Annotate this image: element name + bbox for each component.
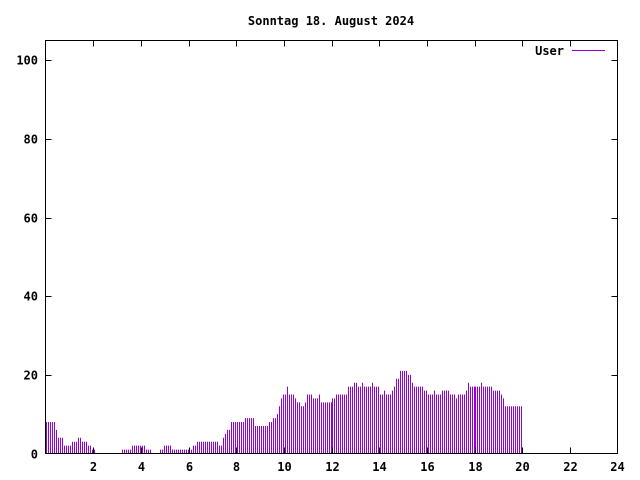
y-tick-label: 0: [31, 448, 38, 462]
x-tick-label: 8: [233, 460, 240, 474]
y-tick-label: 20: [24, 369, 38, 383]
chart-title: Sonntag 18. August 2024: [248, 14, 414, 28]
x-tick-label: 4: [138, 460, 145, 474]
bar-series: [46, 370, 522, 454]
legend: User: [535, 44, 605, 58]
x-tick-label: 2: [90, 460, 97, 474]
x-tick-label: 24: [610, 460, 624, 474]
x-tick-label: 10: [277, 460, 291, 474]
y-tick-label: 40: [24, 290, 38, 304]
x-tick-label: 14: [372, 460, 386, 474]
x-tick-label: 22: [563, 460, 577, 474]
x-axis: 2 4 6 8 10 12 14 16 18 20 22 24: [90, 40, 625, 474]
x-tick-label: 12: [325, 460, 339, 474]
y-axis: 0 20 40 60 80 100: [16, 54, 618, 462]
x-tick-label: 16: [420, 460, 434, 474]
y-tick-label: 100: [16, 54, 38, 68]
x-tick-label: 6: [186, 460, 193, 474]
x-tick-label: 20: [515, 460, 529, 474]
legend-label: User: [535, 44, 564, 58]
x-tick-label: 18: [468, 460, 482, 474]
y-tick-label: 60: [24, 212, 38, 226]
plot-frame: [45, 40, 618, 454]
y-tick-label: 80: [24, 133, 38, 147]
